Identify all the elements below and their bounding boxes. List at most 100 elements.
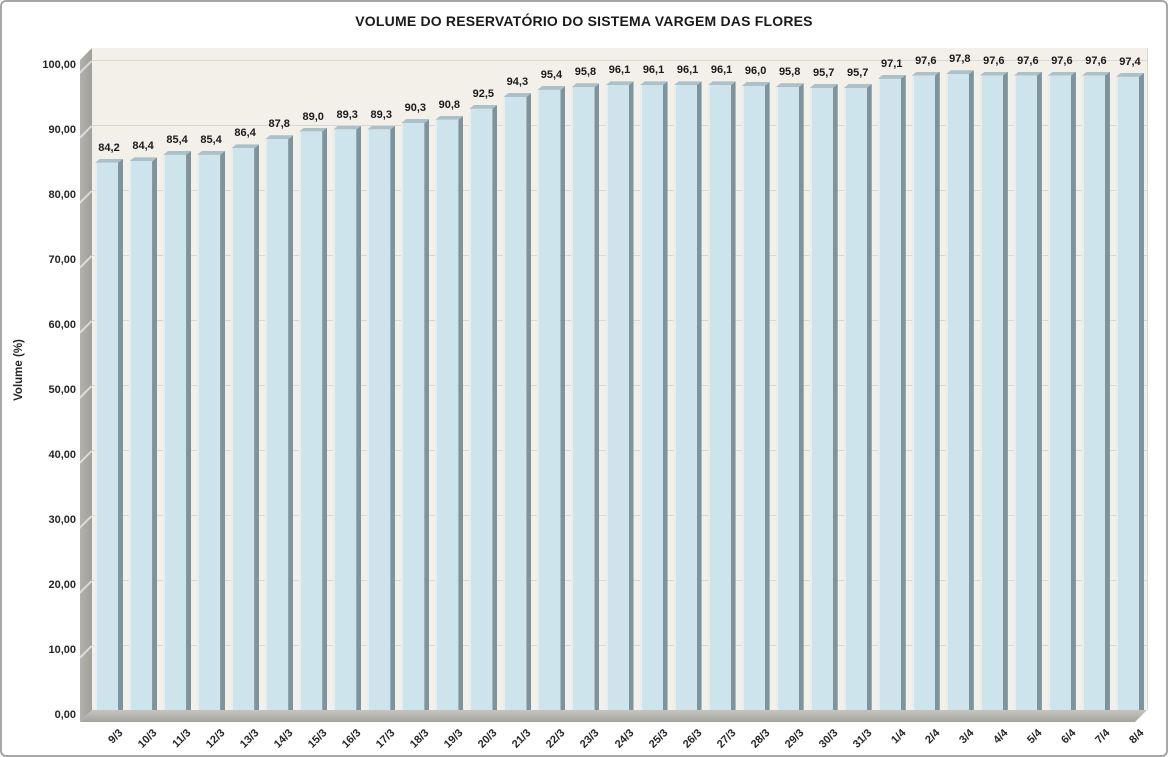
bar-face: [979, 75, 1003, 710]
bar-side-3d: [288, 135, 294, 710]
bar-side-3d: [220, 150, 226, 710]
bar-value-label: 96,1: [608, 64, 631, 77]
y-axis-tick-label: 0,00: [54, 709, 76, 721]
bar: [1081, 71, 1110, 710]
bar-value-label: 90,8: [438, 98, 461, 111]
bar-value-label: 85,4: [166, 133, 188, 146]
bar: [911, 71, 940, 710]
bar: [299, 127, 328, 710]
bar-face: [775, 87, 799, 710]
bar: [673, 81, 702, 710]
bar-top-3d: [639, 81, 668, 86]
bar-face: [707, 85, 731, 710]
bar-face: [333, 129, 357, 710]
bar-top-3d: [129, 157, 158, 162]
bar-side-3d: [1138, 72, 1144, 710]
bar: [333, 125, 362, 710]
bar-top-3d: [571, 83, 600, 88]
bar-side-3d: [696, 81, 702, 710]
bar: [877, 74, 906, 710]
bar-value-label: 92,5: [472, 87, 495, 100]
bar-side-3d: [968, 70, 974, 710]
bar-value-label: 97,6: [915, 54, 937, 67]
bar-face: [571, 87, 595, 710]
bar-face: [435, 119, 459, 710]
bar: [537, 85, 566, 710]
bar-value-label: 95,4: [540, 68, 563, 81]
bar-side-3d: [526, 93, 532, 710]
bar-side-3d: [934, 71, 940, 710]
bar-value-label: 96,0: [744, 65, 767, 77]
bar-side-3d: [424, 119, 430, 710]
bar-face: [401, 123, 425, 710]
bar-top-3d: [435, 115, 464, 120]
bar-value-label: 89,0: [302, 110, 324, 123]
bar: [1115, 72, 1144, 710]
bar-face: [265, 139, 289, 710]
bar-side-3d: [764, 82, 770, 710]
bar-value-label: 90,3: [404, 102, 426, 115]
bar: [231, 144, 260, 710]
floor-3d: [80, 710, 1147, 722]
bar-top-3d: [503, 93, 532, 98]
bar-value-label: 89,3: [336, 108, 358, 121]
bar-side-3d: [492, 104, 498, 710]
bar-value-label: 96,1: [642, 64, 665, 77]
bar: [367, 125, 396, 710]
bar-value-label: 96,1: [710, 64, 733, 77]
bar-top-3d: [877, 74, 906, 79]
bar-face: [503, 97, 527, 710]
bar-face: [945, 74, 969, 710]
bar-face: [843, 87, 867, 710]
y-axis-tick-label: 90,00: [48, 124, 76, 136]
bar-face: [605, 85, 629, 710]
bar: [503, 93, 532, 710]
bar: [843, 83, 872, 710]
bar-value-label: 95,7: [847, 66, 869, 79]
bar-value-label: 95,7: [812, 66, 835, 79]
bar: [129, 157, 158, 710]
bar-value-label: 85,4: [200, 133, 222, 146]
bar-side-3d: [458, 115, 464, 710]
bar-face: [129, 161, 153, 710]
bar-side-3d: [628, 81, 634, 710]
bar: [95, 158, 124, 710]
bar: [979, 71, 1008, 710]
bar-top-3d: [775, 83, 804, 88]
bar-value-label: 97,6: [1051, 54, 1073, 67]
bar-side-3d: [322, 127, 328, 710]
bar-value-label: 97,6: [983, 54, 1005, 67]
bar-value-label: 97,8: [949, 53, 971, 66]
bar: [163, 150, 192, 710]
y-axis-tick-label: 70,00: [48, 254, 76, 266]
bar-value-label: 97,6: [1017, 54, 1039, 67]
bar: [197, 150, 226, 710]
bar: [1047, 71, 1076, 710]
bar-value-label: 97,4: [1119, 55, 1141, 68]
bar-side-3d: [152, 157, 158, 710]
bar: [945, 70, 974, 710]
bar-top-3d: [1115, 72, 1144, 77]
bar-value-label: 89,3: [370, 108, 392, 121]
bar: [265, 135, 294, 710]
bar-face: [367, 129, 391, 710]
bar-side-3d: [662, 81, 668, 710]
bar-side-3d: [832, 83, 838, 710]
bar-side-3d: [356, 125, 362, 710]
bar-top-3d: [231, 144, 260, 149]
bar: [469, 104, 498, 710]
bar-face: [911, 75, 935, 710]
bar-top-3d: [911, 71, 940, 76]
x-axis-tick-label: 9/3: [106, 727, 126, 747]
bar-face: [163, 154, 187, 710]
bar-value-label: 84,2: [98, 141, 120, 154]
bar-face: [1081, 75, 1105, 710]
bar-top-3d: [197, 150, 226, 155]
gridline: [92, 60, 1147, 61]
bar: [1013, 71, 1042, 710]
bar-side-3d: [730, 81, 736, 710]
bar-top-3d: [809, 83, 838, 88]
bar-side-3d: [1036, 71, 1042, 710]
